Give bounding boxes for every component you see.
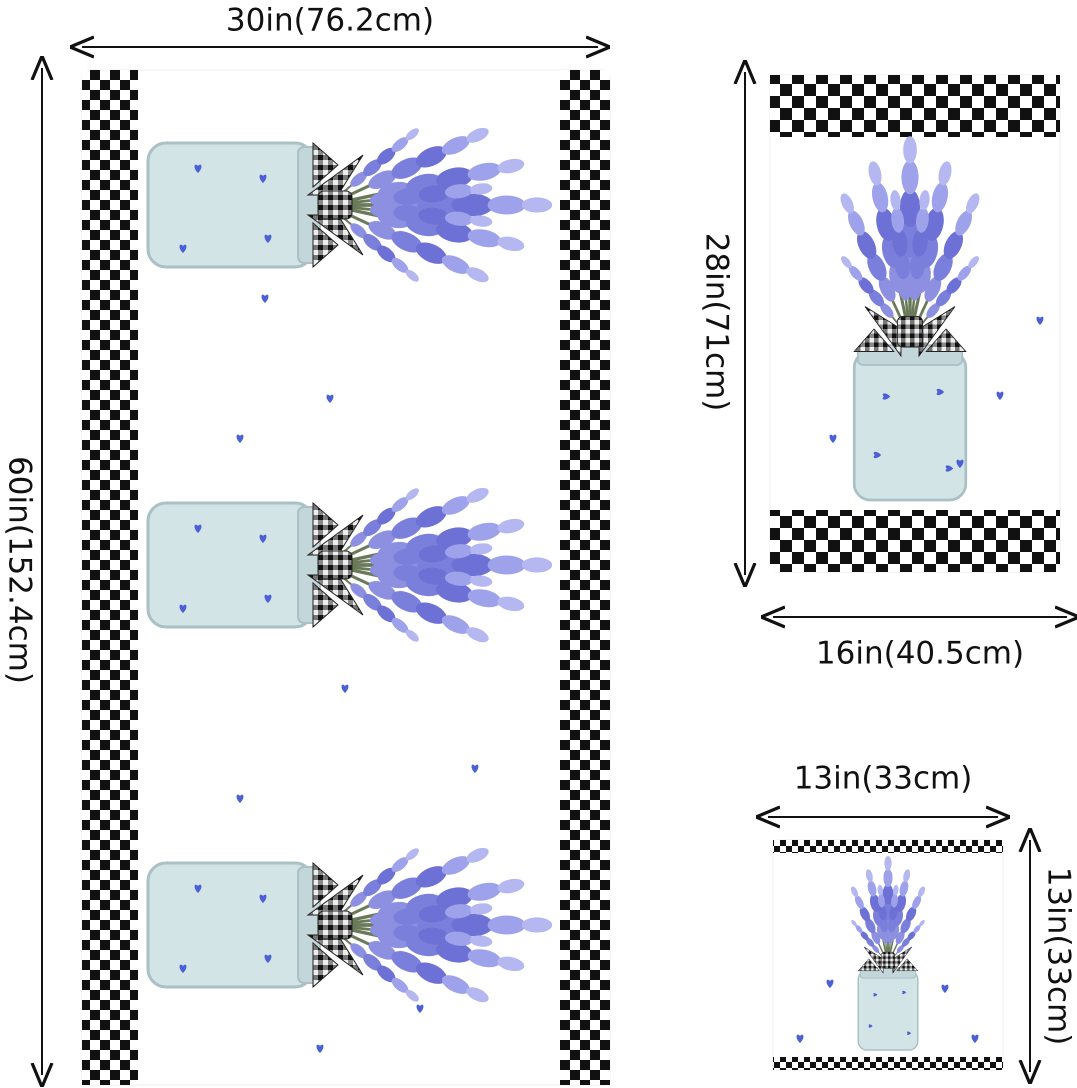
washcloth — [772, 839, 1004, 1071]
height-label: 60in(152.4cm) — [2, 456, 38, 684]
width-label: 16in(40.5cm) — [816, 636, 1024, 672]
height-label: 28in(71cm) — [699, 233, 735, 412]
width-label: 13in(33cm) — [794, 761, 973, 797]
bath-towel — [81, 69, 611, 1086]
height-label: 13in(33cm) — [1041, 867, 1077, 1046]
width-label: 30in(76.2cm) — [226, 3, 434, 39]
hand-towel — [769, 74, 1061, 573]
